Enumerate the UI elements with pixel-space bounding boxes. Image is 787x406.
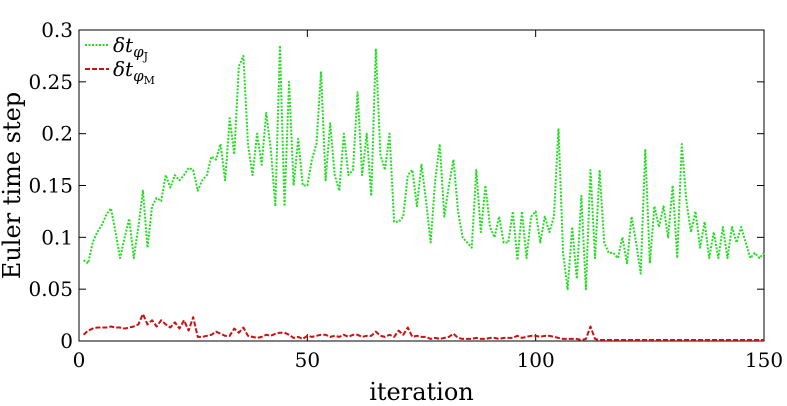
y-tick-label: 0 — [60, 329, 73, 353]
x-tick-label: 150 — [745, 348, 783, 372]
y-axis-title: Euler time step — [0, 92, 26, 279]
x-tick-label: 100 — [517, 348, 555, 372]
y-tick-label: 0.05 — [28, 277, 73, 301]
plot-frame — [78, 29, 765, 342]
x-tick-label: 0 — [73, 348, 86, 372]
series-layer — [82, 44, 765, 341]
legend-entry-1: δtφJ — [113, 33, 148, 63]
y-tick-label: 0.25 — [28, 70, 73, 94]
axes: 0 50 100 150 0 0.05 0.1 0.15 0.2 0.25 0.3 — [28, 18, 783, 372]
legend-entry-2: δtφM — [113, 57, 155, 87]
y-tick-label: 0.3 — [41, 18, 73, 42]
x-axis-title: iteration — [369, 378, 474, 406]
series-line-1 — [83, 44, 765, 291]
series-line-2 — [82, 313, 764, 341]
y-tick-label: 0.15 — [28, 174, 73, 198]
x-tick-label: 50 — [295, 348, 320, 372]
y-tick-label: 0.2 — [41, 122, 73, 146]
y-tick-label: 0.1 — [41, 225, 73, 249]
